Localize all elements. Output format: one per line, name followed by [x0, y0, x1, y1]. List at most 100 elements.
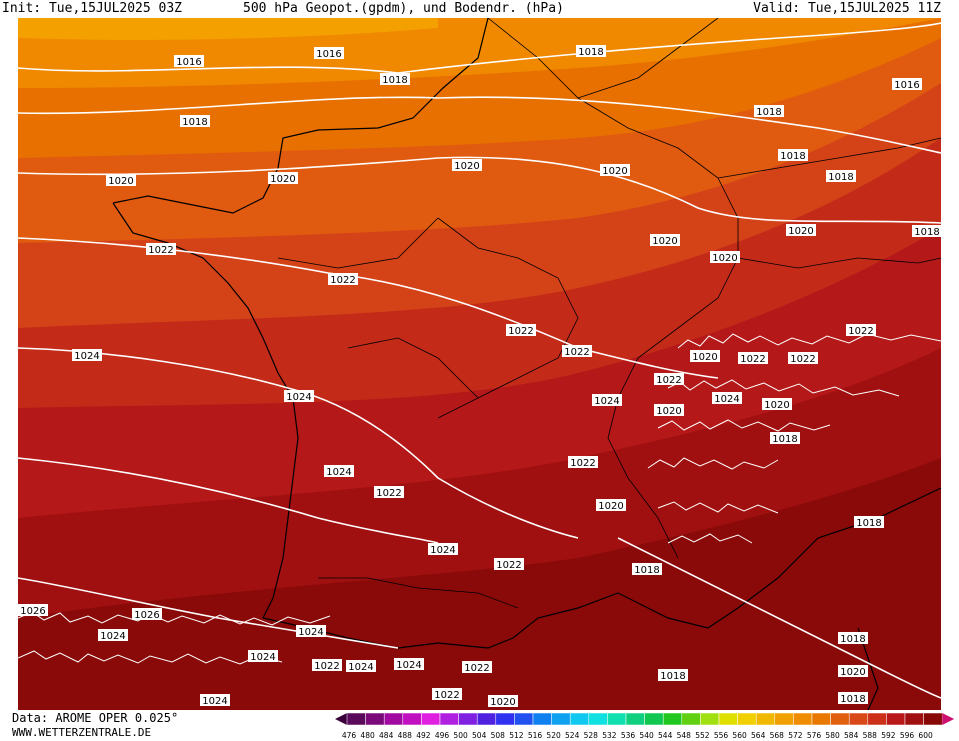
isobar-label: 1022 — [312, 659, 342, 672]
svg-text:1022: 1022 — [508, 326, 533, 337]
isobar-label: 1022 — [328, 273, 358, 286]
legend-tick-label: 540 — [639, 731, 654, 740]
legend-tick-label: 584 — [844, 731, 859, 740]
svg-text:1018: 1018 — [182, 117, 207, 128]
isobar-labels: 1016 1016 1018 1018 1018 1016 1018 1018 1020 1020… — [18, 45, 941, 708]
svg-text:1024: 1024 — [396, 660, 421, 671]
legend-tick-label: 516 — [528, 731, 543, 740]
legend-arrow-right — [942, 713, 955, 725]
svg-text:1016: 1016 — [176, 57, 201, 68]
isobar-label: 1020 — [690, 350, 720, 363]
legend-color-box — [625, 712, 645, 726]
isobar-label: 1024 — [72, 349, 102, 362]
isobar-label: 1024 — [712, 392, 742, 405]
svg-text:1020: 1020 — [602, 166, 627, 177]
svg-text:1022: 1022 — [656, 375, 681, 386]
svg-text:1018: 1018 — [780, 151, 805, 162]
legend-color-box — [476, 712, 497, 726]
legend-tick-label: 592 — [881, 731, 896, 740]
legend-tick-label: 588 — [863, 731, 878, 740]
legend-color-box — [662, 712, 683, 726]
legend-color-box — [755, 712, 776, 726]
isobar-label: 1018 — [838, 692, 868, 705]
legend-color-box — [458, 712, 478, 726]
isobar-label: 1024 — [346, 660, 376, 673]
legend-tick-label: 536 — [621, 731, 636, 740]
svg-text:1022: 1022 — [376, 488, 401, 499]
legend-color-box — [569, 712, 590, 726]
svg-text:1020: 1020 — [788, 226, 813, 237]
legend-color-box — [644, 712, 664, 726]
isobar-label: 1018 — [576, 45, 606, 58]
isobar-label: 1020 — [650, 234, 680, 247]
svg-text:1016: 1016 — [894, 80, 919, 91]
svg-text:1018: 1018 — [840, 634, 865, 645]
svg-text:1024: 1024 — [348, 662, 373, 673]
isobar-label: 1016 — [892, 78, 922, 91]
svg-text:1018: 1018 — [634, 565, 659, 576]
weather-map: 1016 1016 1018 1018 1018 1016 1018 1018 1020 1020… — [18, 18, 941, 710]
legend-color-box — [718, 712, 738, 726]
legend-color-box — [811, 712, 831, 726]
legend-color-box — [532, 712, 552, 726]
isobar-label: 1022 — [738, 352, 768, 365]
legend-color-box — [383, 712, 404, 726]
legend-color-box — [495, 712, 515, 726]
isobar-label: 1020 — [268, 172, 298, 185]
svg-text:1018: 1018 — [756, 107, 781, 118]
isobar-label: 1024 — [296, 625, 326, 638]
isobar-label: 1016 — [174, 55, 204, 68]
legend-color-box — [346, 712, 366, 726]
svg-text:1018: 1018 — [856, 518, 881, 529]
legend-color-box — [700, 712, 720, 726]
legend-color-box — [439, 712, 459, 726]
svg-text:1024: 1024 — [594, 396, 619, 407]
isobar-label: 1022 — [506, 324, 536, 337]
svg-text:1020: 1020 — [656, 406, 681, 417]
legend-color-box — [551, 712, 571, 726]
legend-tick-label: 580 — [825, 731, 840, 740]
svg-text:1020: 1020 — [108, 176, 133, 187]
legend-color-box — [774, 712, 794, 726]
legend-tick-label: 492 — [416, 731, 431, 740]
isobar-label: 1018 — [826, 170, 856, 183]
isobar-label: 1024 — [592, 394, 622, 407]
svg-text:1020: 1020 — [598, 501, 623, 512]
isobar-label: 1022 — [788, 352, 818, 365]
isobar-label: 1020 — [838, 665, 868, 678]
legend-tick-label: 548 — [677, 731, 692, 740]
valid-time: Valid: Tue,15JUL2025 11Z — [753, 1, 941, 16]
isobar-label: 1018 — [838, 632, 868, 645]
svg-text:1018: 1018 — [382, 75, 407, 86]
isobar-label: 1024 — [324, 465, 354, 478]
svg-text:1022: 1022 — [848, 326, 873, 337]
legend-tick-label: 564 — [751, 731, 766, 740]
isobar-label: 1024 — [200, 694, 230, 707]
isobar-label: 1024 — [394, 658, 424, 671]
svg-text:1026: 1026 — [134, 610, 159, 621]
legend-color-box — [514, 712, 534, 726]
svg-text:1026: 1026 — [20, 606, 45, 617]
isobars — [18, 22, 941, 699]
website-label: WWW.WETTERZENTRALE.DE — [12, 726, 152, 739]
isobar-label: 1020 — [654, 404, 684, 417]
legend-tick-label: 476 — [342, 731, 357, 740]
svg-text:1018: 1018 — [914, 227, 939, 238]
country-borders — [277, 18, 941, 609]
band-564 — [18, 18, 438, 40]
isobar-label: 1024 — [428, 543, 458, 556]
legend-tick-label: 500 — [453, 731, 468, 740]
legend-arrow-left — [335, 713, 347, 725]
isobar-label: 1018 — [180, 115, 210, 128]
legend-tick-label: 524 — [565, 731, 580, 740]
legend-tick-label: 568 — [770, 731, 785, 740]
legend-tick-label: 600 — [918, 731, 933, 740]
isobar-label: 1020 — [596, 499, 626, 512]
model-info: Data: AROME OPER 0.025° — [12, 711, 179, 725]
svg-text:1016: 1016 — [316, 49, 341, 60]
legend-tick-label: 484 — [379, 731, 394, 740]
isobar-label: 1018 — [854, 516, 884, 529]
svg-text:1020: 1020 — [712, 253, 737, 264]
svg-text:1024: 1024 — [430, 545, 455, 556]
legend-tick-label: 572 — [788, 731, 803, 740]
